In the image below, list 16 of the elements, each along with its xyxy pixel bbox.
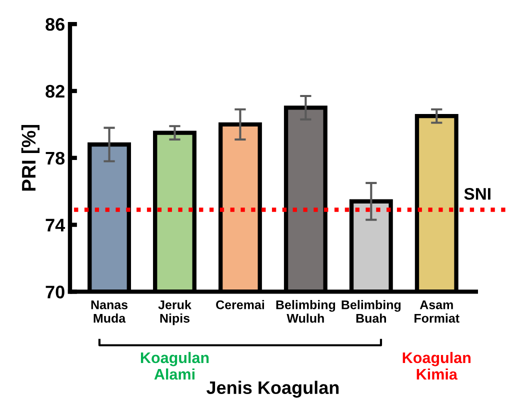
x-tick-label: Asam Formiat xyxy=(414,300,460,323)
y-tick-label: 74 xyxy=(46,218,66,232)
y-axis-title: PRI [%] xyxy=(21,124,40,191)
x-tick-label: Jeruk Nipis xyxy=(158,300,192,326)
x-tick-label: Belimbing Buah xyxy=(342,300,401,323)
y-tick-label: 86 xyxy=(46,18,64,31)
y-tick-label: 70 xyxy=(46,286,64,298)
x-tick-label: Nanas Muda xyxy=(91,300,128,323)
text: Koagulan Kimia xyxy=(402,352,470,380)
y-tick-label: 82 xyxy=(46,84,64,98)
y-tick-label: 78 xyxy=(46,152,65,165)
x-axis-title: Jenis Koagulan xyxy=(206,380,339,398)
x-tick-label: Belimbing Wuluh xyxy=(276,300,336,323)
ref-line-label: SNI xyxy=(464,188,490,200)
x-tick-label: Ceremai xyxy=(216,300,264,310)
text: Koagulan Alami xyxy=(140,352,209,380)
